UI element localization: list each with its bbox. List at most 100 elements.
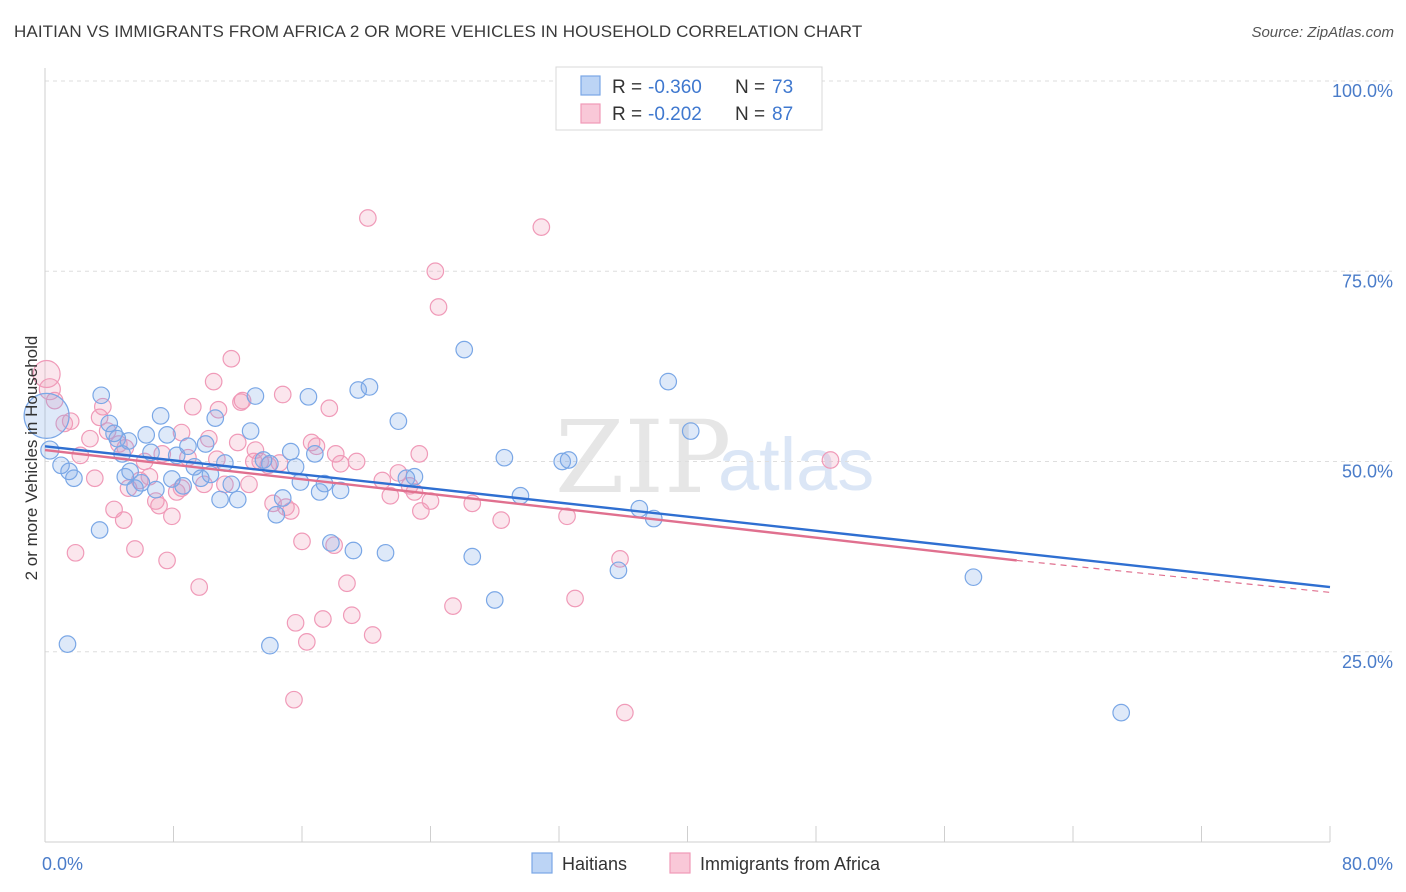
point-haitian bbox=[299, 387, 318, 406]
point-haitian bbox=[174, 477, 192, 495]
point-africa bbox=[492, 511, 511, 529]
point-haitian bbox=[58, 635, 77, 653]
point-haitian bbox=[1112, 703, 1131, 722]
point-africa bbox=[190, 578, 209, 596]
point-africa bbox=[199, 429, 218, 448]
point-africa bbox=[66, 543, 85, 562]
point-africa bbox=[228, 433, 247, 452]
point-haitian bbox=[376, 543, 395, 562]
point-haitian bbox=[228, 490, 247, 509]
point-haitian bbox=[119, 432, 138, 450]
point-haitian bbox=[681, 422, 700, 440]
point-africa bbox=[285, 690, 303, 709]
point-haitian bbox=[222, 475, 241, 494]
point-haitian bbox=[100, 414, 119, 433]
point-africa bbox=[32, 359, 61, 389]
point-haitian bbox=[322, 534, 340, 552]
gridlines bbox=[45, 80, 1392, 653]
point-haitian bbox=[179, 437, 197, 456]
point-haitian bbox=[261, 636, 279, 655]
point-africa bbox=[325, 536, 343, 555]
point-africa bbox=[558, 507, 576, 526]
point-africa bbox=[163, 507, 181, 526]
point-africa bbox=[381, 486, 400, 505]
x-tick-labels: 0.0% 80.0% bbox=[42, 854, 1393, 874]
point-haitian bbox=[495, 448, 514, 467]
y-tick-label-50: 50.0% bbox=[1342, 462, 1393, 482]
point-haitian bbox=[132, 473, 151, 492]
point-haitian bbox=[553, 452, 572, 471]
axes bbox=[44, 68, 1331, 843]
legend-n-label: N = bbox=[735, 104, 765, 125]
point-haitian bbox=[108, 429, 127, 448]
point-haitian bbox=[344, 541, 363, 560]
point-africa bbox=[616, 703, 634, 722]
point-haitian bbox=[206, 409, 225, 427]
legend-n-label: N = bbox=[735, 77, 765, 98]
point-africa bbox=[320, 399, 339, 418]
legend-bottom: Haitians Immigrants from Africa bbox=[531, 852, 881, 874]
point-africa bbox=[314, 610, 332, 628]
point-haitian bbox=[121, 462, 139, 481]
point-haitian bbox=[291, 473, 310, 491]
point-africa bbox=[293, 532, 311, 551]
point-haitian bbox=[92, 386, 111, 405]
point-africa bbox=[222, 349, 241, 368]
point-africa bbox=[281, 502, 300, 520]
point-africa bbox=[359, 209, 377, 227]
watermark-atlas: atlas bbox=[718, 423, 874, 506]
point-africa bbox=[326, 445, 345, 463]
watermark-zip: ZIP bbox=[555, 399, 731, 516]
series-africa-points bbox=[32, 209, 840, 722]
point-haitian bbox=[196, 435, 215, 453]
point-africa bbox=[81, 429, 99, 448]
point-africa bbox=[297, 633, 316, 651]
y-tick-labels: 25.0% 50.0% 75.0% 100.0% bbox=[1332, 81, 1393, 672]
point-haitian bbox=[241, 422, 260, 440]
legend-bottom-label-africa: Immigrants from Africa bbox=[700, 854, 881, 874]
point-africa bbox=[444, 597, 462, 615]
point-haitian bbox=[405, 467, 424, 486]
legend-top: R = -0.360 N = 73 R = -0.202 N = 87 bbox=[555, 66, 823, 131]
point-haitian bbox=[281, 442, 300, 461]
point-africa bbox=[240, 475, 258, 494]
point-haitian bbox=[211, 490, 229, 509]
point-africa bbox=[85, 469, 104, 488]
point-haitian bbox=[273, 489, 292, 507]
point-haitian bbox=[246, 387, 265, 405]
point-haitian bbox=[659, 372, 678, 391]
point-haitian bbox=[90, 521, 109, 539]
point-haitian bbox=[455, 340, 474, 359]
point-africa bbox=[204, 372, 223, 391]
point-africa bbox=[183, 397, 202, 416]
point-africa bbox=[114, 511, 133, 529]
point-haitian bbox=[485, 591, 504, 609]
point-haitian bbox=[559, 451, 578, 469]
point-haitian bbox=[306, 445, 324, 463]
legend-n-value-haitians: 73 bbox=[772, 77, 793, 98]
point-africa bbox=[429, 298, 448, 316]
chart-title: HAITIAN VS IMMIGRANTS FROM AFRICA 2 OR M… bbox=[14, 22, 863, 41]
y-tick-label-25: 25.0% bbox=[1342, 652, 1393, 672]
x-tick-label-end: 80.0% bbox=[1342, 854, 1393, 874]
point-africa bbox=[363, 626, 382, 644]
point-haitian bbox=[310, 483, 329, 501]
point-africa bbox=[338, 574, 356, 593]
point-haitian bbox=[267, 505, 286, 524]
point-africa bbox=[158, 551, 176, 570]
legend-bottom-swatch-africa bbox=[669, 852, 691, 874]
point-haitian bbox=[331, 481, 350, 500]
legend-bottom-swatch-haitians bbox=[531, 852, 553, 874]
point-africa bbox=[566, 589, 584, 608]
point-africa bbox=[342, 606, 361, 625]
legend-r-value-haitians: -0.360 bbox=[648, 77, 702, 98]
point-haitian bbox=[163, 470, 181, 488]
point-haitian bbox=[191, 469, 210, 488]
point-haitian bbox=[65, 469, 83, 488]
y-axis-label: 2 or more Vehicles in Household bbox=[22, 336, 41, 581]
point-haitian bbox=[389, 412, 408, 431]
legend-r-label: R = bbox=[612, 77, 642, 98]
point-africa bbox=[410, 445, 429, 463]
point-haitian bbox=[463, 547, 482, 566]
